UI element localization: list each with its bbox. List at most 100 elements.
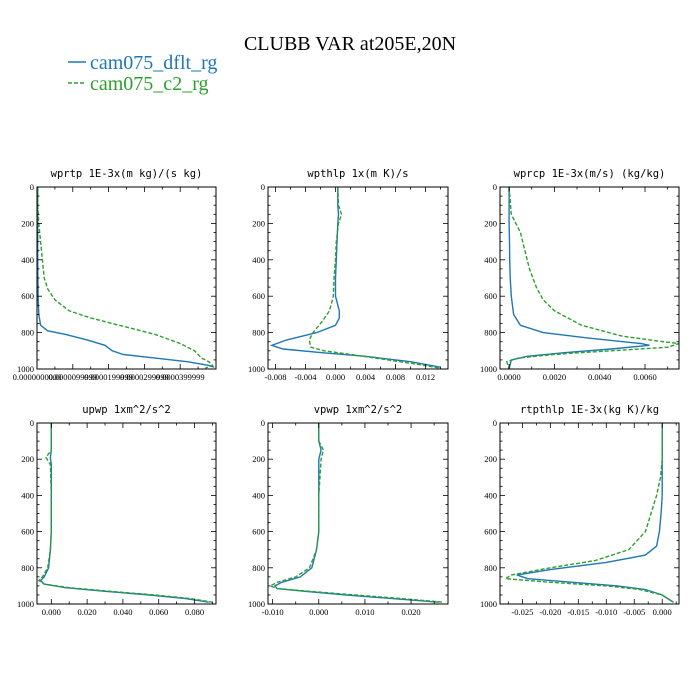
series-line-dflt	[508, 187, 650, 369]
legend-label-dflt: cam075_dflt_rg	[90, 52, 217, 74]
y-tick-label: 600	[252, 291, 265, 301]
x-tick-label: 0.0000199999	[84, 372, 133, 382]
series-line-c2	[37, 187, 214, 369]
series-line-c2	[37, 423, 213, 603]
y-tick-label: 1000	[480, 364, 497, 374]
x-tick-label: 0.020	[78, 607, 97, 617]
x-tick-label: 0.0000000000	[13, 372, 62, 382]
series-line-dflt	[516, 423, 674, 603]
y-tick-label: 800	[484, 328, 497, 338]
x-tick-label: 0.0000	[497, 372, 520, 382]
x-tick-label: 0.0000099999	[48, 372, 97, 382]
figure-title: CLUBB VAR at205E,20N	[244, 33, 456, 55]
y-tick-label: 600	[21, 527, 34, 537]
y-tick-label: 800	[484, 563, 497, 573]
y-tick-label: 800	[21, 328, 34, 338]
x-tick-label: 0.0020	[543, 372, 566, 382]
x-tick-label: -0.010	[262, 607, 284, 617]
y-tick-label: 0	[493, 182, 497, 192]
panel-title: vpwp 1xm^2/s^2	[314, 404, 403, 416]
y-tick-label: 400	[484, 255, 497, 265]
y-tick-label: 1000	[17, 599, 34, 609]
panel-1: wprtp 1E-3x(m kg)/(s kg) 0 200 400 600 800 100…	[13, 168, 217, 382]
panels: wprtp 1E-3x(m kg)/(s kg) 0 200 400 600 800 100…	[13, 168, 680, 617]
panel-2: wpthlp 1x(m K)/s 0 200 400 600 800 1000-0.008-…	[248, 168, 449, 382]
y-tick-label: 800	[21, 563, 34, 573]
y-tick-label: 200	[252, 218, 265, 228]
x-tick-label: -0.008	[265, 372, 287, 382]
y-tick-label: 0	[30, 418, 34, 428]
y-tick-label: 0	[30, 182, 34, 192]
series-line-c2	[503, 423, 674, 603]
y-tick-label: 1000	[248, 364, 265, 374]
x-tick-label: 0.0000299999	[120, 372, 169, 382]
x-tick-label: 0.060	[149, 607, 168, 617]
series-line-dflt	[273, 423, 439, 603]
y-tick-label: 200	[252, 454, 265, 464]
y-tick-label: 600	[484, 291, 497, 301]
x-tick-label: 0.020	[402, 607, 421, 617]
x-tick-label: 0.0060	[633, 372, 656, 382]
series-line-dflt	[269, 187, 441, 368]
x-tick-label: -0.010	[595, 607, 617, 617]
y-tick-label: 400	[252, 255, 265, 265]
panel-title: rtpthlp 1E-3x(kg K)/kg	[520, 404, 659, 416]
x-tick-label: -0.005	[623, 607, 645, 617]
y-tick-label: 600	[484, 527, 497, 537]
x-tick-label: 0.012	[416, 372, 435, 382]
x-tick-label: 0.000	[42, 607, 61, 617]
series-line-dflt	[37, 187, 215, 368]
panel-5: vpwp 1xm^2/s^2 0 200 400 600 800 1000-0.010 0.0…	[248, 404, 449, 617]
y-tick-label: 0	[493, 418, 497, 428]
x-tick-label: -0.015	[567, 607, 589, 617]
plot-frame	[36, 422, 217, 605]
y-tick-label: 0	[261, 418, 265, 428]
plot-frame	[267, 186, 449, 370]
panel-6: rtpthlp 1E-3x(kg K)/kg 0 200 400 600 800 1000 -…	[480, 404, 680, 617]
panel-title: wprtp 1E-3x(m kg)/(s kg)	[51, 168, 203, 180]
x-tick-label: 0.010	[355, 607, 374, 617]
series-line-c2	[505, 187, 679, 369]
y-tick-label: 1000	[480, 599, 497, 609]
y-tick-label: 800	[252, 328, 265, 338]
panel-4: upwp 1xm^2/s^2 0 200 400 600 800 1000 0.000 0.02…	[17, 404, 217, 617]
legend: cam075_dflt_rg cam075_c2_rg	[68, 52, 217, 95]
plot-frame	[499, 186, 680, 370]
y-tick-label: 1000	[17, 364, 34, 374]
x-tick-label: 0.000	[653, 607, 672, 617]
panel-title: wprcp 1E-3x(m/s) (kg/kg)	[514, 168, 666, 180]
x-tick-label: 0.000	[326, 372, 345, 382]
panel-title: wpthlp 1x(m K)/s	[307, 168, 408, 180]
y-tick-label: 600	[252, 527, 265, 537]
y-tick-label: 400	[252, 490, 265, 500]
y-tick-label: 400	[21, 490, 34, 500]
legend-label-c2: cam075_c2_rg	[90, 73, 209, 95]
x-tick-label: 0.004	[356, 372, 376, 382]
y-tick-label: 200	[21, 454, 34, 464]
x-tick-label: 0.0040	[588, 372, 611, 382]
x-tick-label: 0.000	[309, 607, 328, 617]
plot-frame	[499, 422, 680, 605]
plot-frame	[36, 186, 217, 370]
y-tick-label: 400	[484, 490, 497, 500]
y-tick-label: 0	[261, 182, 265, 192]
x-tick-label: -0.025	[511, 607, 533, 617]
y-tick-label: 800	[252, 563, 265, 573]
series-line-dflt	[39, 423, 209, 603]
series-line-c2	[268, 423, 444, 603]
x-tick-label: 0.040	[113, 607, 132, 617]
x-tick-label: 0.008	[386, 372, 405, 382]
x-tick-label: -0.004	[295, 372, 318, 382]
x-tick-label: 0.080	[185, 607, 204, 617]
y-tick-label: 200	[484, 218, 497, 228]
y-tick-label: 200	[484, 454, 497, 464]
y-tick-label: 600	[21, 291, 34, 301]
y-tick-label: 400	[21, 255, 34, 265]
y-tick-label: 200	[21, 218, 34, 228]
panel-title: upwp 1xm^2/s^2	[82, 404, 171, 416]
panel-3: wprcp 1E-3x(m/s) (kg/kg) 0 200 400 600 800 100…	[480, 168, 680, 382]
x-tick-label: 0.0000399999	[156, 372, 205, 382]
y-tick-label: 1000	[248, 599, 265, 609]
series-line-c2	[308, 187, 441, 369]
